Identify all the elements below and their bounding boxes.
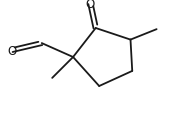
Text: O: O bbox=[86, 0, 95, 11]
Text: O: O bbox=[7, 44, 17, 57]
